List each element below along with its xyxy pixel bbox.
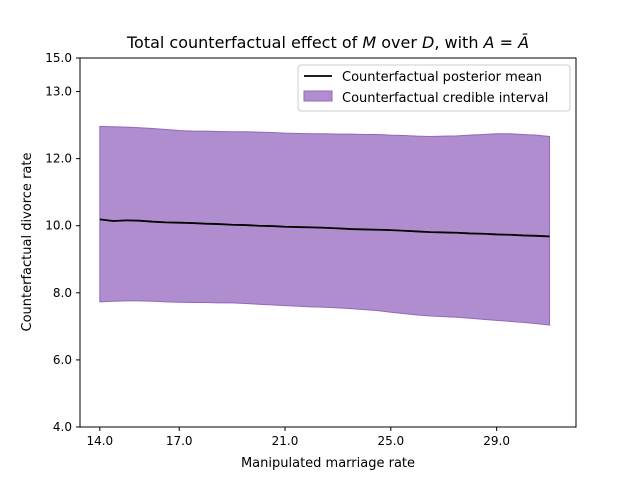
legend: Counterfactual posterior mean Counterfac… xyxy=(297,64,571,112)
x-tick-label: 17.0 xyxy=(166,434,193,448)
x-tick-label: 29.0 xyxy=(483,434,510,448)
credible-interval-band xyxy=(99,125,551,326)
axes-frame xyxy=(79,57,577,428)
y-tick-label: 12.0 xyxy=(45,152,72,166)
posterior-mean-line xyxy=(99,218,550,238)
plot-area xyxy=(99,125,551,326)
y-tick-label: 10.0 xyxy=(45,219,72,233)
y-axis: 4.0 6.0 8.0 10.0 12.0 13.0 15.0 xyxy=(45,51,80,434)
legend-box xyxy=(297,64,571,112)
y-tick-label: 13.0 xyxy=(45,85,72,99)
y-tick-label: 4.0 xyxy=(53,420,72,434)
y-axis-label: Counterfactual divorce rate xyxy=(20,153,35,332)
y-tick-label: 6.0 xyxy=(53,353,72,367)
legend-interval-swatch xyxy=(303,90,333,102)
x-axis: 14.0 17.0 21.0 25.0 29.0 xyxy=(86,427,510,448)
x-tick-label: 25.0 xyxy=(377,434,404,448)
y-tick-label: 15.0 xyxy=(45,51,72,65)
x-tick-label: 21.0 xyxy=(272,434,299,448)
x-axis-label: Manipulated marriage rate xyxy=(241,456,415,471)
x-tick-label: 14.0 xyxy=(86,434,113,448)
y-tick-label: 8.0 xyxy=(53,286,72,300)
legend-mean-label: Counterfactual posterior mean xyxy=(342,70,542,85)
legend-interval-label: Counterfactual credible interval xyxy=(342,91,548,106)
chart-title: Total counterfactual effect of M over D,… xyxy=(126,33,529,52)
